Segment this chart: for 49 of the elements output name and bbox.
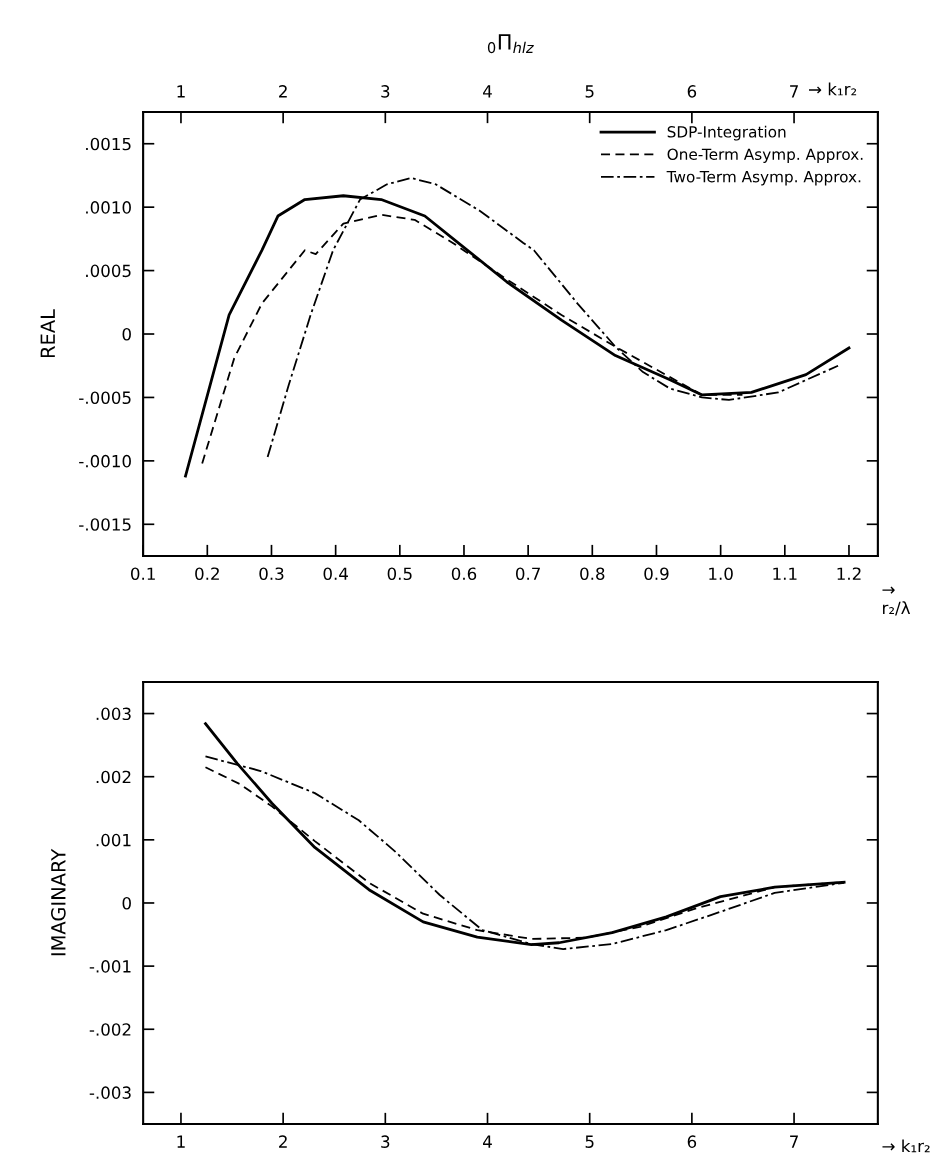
x2-tick-label: 3 (381, 85, 390, 98)
y-tick-label: -.002 (89, 1023, 131, 1036)
y-tick-label: -.0005 (79, 391, 131, 405)
x-tick-label: 0.4 (323, 567, 348, 581)
x2-tick-label: 5 (585, 85, 594, 98)
x-tick-label: 1.2 (837, 567, 861, 580)
x-tick-label: 0.5 (387, 567, 412, 581)
y-tick-label: .0015 (86, 137, 131, 151)
x-axis-title: → k₁r₂ (882, 1139, 930, 1153)
x-tick-label: 1.0 (709, 567, 733, 581)
y-tick-label: -.003 (89, 1086, 131, 1099)
y-tick-label: .003 (96, 707, 131, 721)
x-tick-label: 1.1 (773, 567, 797, 580)
legend-label: SDP-Integration (667, 125, 786, 141)
y-axis-title: IMAGINARY (50, 848, 66, 956)
chart-title: $_{0}$Π$_{hlz}$ (487, 34, 534, 54)
x-tick-label: 0.8 (580, 567, 605, 581)
x2-tick-label: 7 (790, 85, 798, 98)
x-tick-label: 2 (279, 1135, 287, 1148)
x-axis-title: → r₂/λ (882, 586, 911, 616)
x-tick-label: 3 (381, 1135, 390, 1148)
y-tick-label: 0 (122, 896, 131, 910)
x-tick-label: 5 (585, 1135, 594, 1148)
y-tick-label: -.0015 (79, 518, 131, 531)
x-tick-label: 4 (483, 1135, 492, 1148)
x-tick-label: 0.7 (515, 567, 540, 581)
x-tick-label: 0.1 (130, 567, 155, 581)
x-tick-label: 0.9 (644, 567, 669, 581)
x-tick-label: 6 (687, 1135, 697, 1148)
x2-tick-label: 1 (177, 85, 185, 98)
y-tick-label: .001 (96, 833, 131, 847)
y-tick-label: 0 (122, 327, 131, 341)
y-tick-label: .0010 (86, 201, 131, 214)
x-tick-label: 1 (177, 1135, 185, 1148)
x2-tick-label: 2 (279, 85, 287, 98)
x-tick-label: 0.3 (259, 567, 284, 581)
x-tick-label: 0.2 (195, 567, 219, 581)
x-tick-label: 0.6 (451, 567, 477, 581)
y-tick-label: -.0010 (79, 454, 131, 468)
x2-tick-label: 6 (687, 85, 697, 98)
x2-axis-title: → k₁r₂ (809, 82, 857, 96)
x2-tick-label: 4 (483, 85, 492, 98)
legend-label: One-Term Asymp. Approx. (667, 148, 863, 163)
x-tick-label: 7 (790, 1135, 798, 1148)
y-tick-label: .002 (96, 770, 131, 784)
y-tick-label: -.001 (89, 960, 131, 973)
legend-label: Two-Term Asymp. Approx. (666, 171, 861, 186)
y-tick-label: .0005 (86, 264, 131, 278)
y-axis-title: REAL (40, 309, 55, 358)
